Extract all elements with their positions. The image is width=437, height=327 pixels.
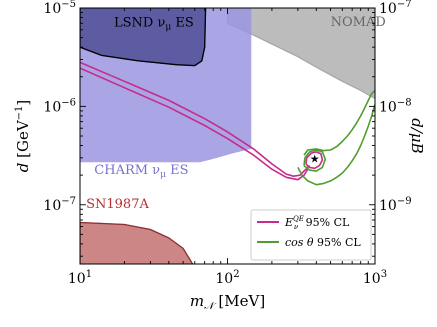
y-tick-label: 10−7 bbox=[43, 196, 76, 214]
curve-cos-theta-outer bbox=[297, 104, 375, 186]
x-tick-label: 102 bbox=[215, 269, 239, 287]
y2-axis-title: d/μB bbox=[408, 118, 426, 153]
x-tick-label: 101 bbox=[68, 269, 92, 287]
legend: EQE ν 95% CL cos θ 95% CL bbox=[250, 209, 372, 261]
x-tick-label: 103 bbox=[363, 269, 387, 287]
curve-e-qe-inner bbox=[80, 67, 309, 181]
sensitivity-curves bbox=[80, 61, 375, 186]
y2-tick-label: 10−9 bbox=[379, 196, 412, 214]
curve-magenta-island bbox=[305, 151, 324, 170]
region-label-lsnd: LSND νμ ES bbox=[114, 15, 194, 32]
y-tick-label: 10−6 bbox=[43, 97, 76, 115]
region-outline-lsnd bbox=[80, 8, 207, 67]
legend-box bbox=[250, 209, 372, 261]
axis-ticks bbox=[79, 8, 375, 264]
curve-green-island bbox=[303, 149, 327, 172]
exclusion-regions bbox=[80, 8, 375, 264]
curve-cos-theta-inner bbox=[303, 89, 375, 156]
y-axis-title: d [GeV−1] bbox=[14, 100, 32, 173]
best-fit-star-icon: ★ bbox=[310, 153, 320, 166]
y2-tick-label: 10−7 bbox=[379, 0, 412, 17]
region-label-nomad: NOMAD bbox=[331, 15, 386, 30]
y-tick-label: 10−5 bbox=[43, 0, 76, 17]
legend-label: EQE ν 95% CL bbox=[284, 215, 350, 231]
region-outline-sn1987a bbox=[80, 221, 194, 264]
y2-tick-label: 10−8 bbox=[379, 97, 412, 115]
region-label-sn1987a: SN1987A bbox=[86, 197, 149, 212]
x-axis-title: m𝒩 [MeV] bbox=[190, 292, 265, 312]
region-labels: NOMAD CHARM νμ ES LSND νμ ES SN1987A bbox=[86, 15, 386, 212]
legend-label: cos θ 95% CL bbox=[285, 236, 361, 249]
best-fit-layer: ★ bbox=[310, 153, 320, 166]
region-label-charm: CHARM νμ ES bbox=[94, 163, 188, 180]
axis-labels: 101 102 103 10−5 10−6 10−7 10−7 10−8 10−9 m𝒩 [MeV… bbox=[14, 0, 426, 312]
